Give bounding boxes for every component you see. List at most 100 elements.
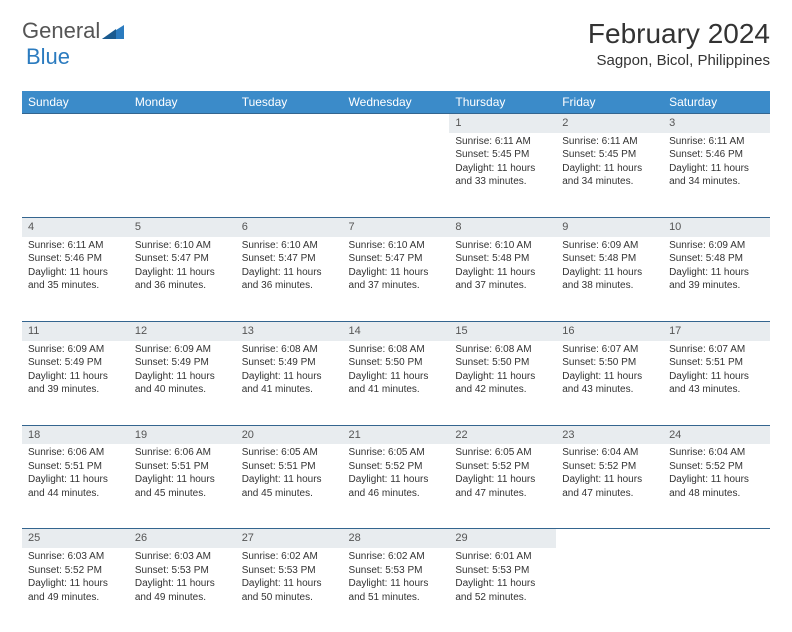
day-number: 22 xyxy=(449,425,556,445)
day-number: 25 xyxy=(22,528,129,548)
sunrise-line: Sunrise: 6:10 AM xyxy=(135,239,230,253)
daylight-line: Daylight: 11 hours and 51 minutes. xyxy=(349,577,444,604)
day-content-row: Sunrise: 6:06 AMSunset: 5:51 PMDaylight:… xyxy=(22,444,770,528)
day-number: 19 xyxy=(129,425,236,445)
day-content-row: Sunrise: 6:09 AM Sunset: 5:49 PM Daylight:… xyxy=(22,341,770,425)
sunset-line: Sunset: 5:48 PM xyxy=(669,252,764,266)
sunrise-line: Sunrise: 6:05 AM xyxy=(349,446,444,460)
day-content: Sunrise: 6:07 AMSunset: 5:50 PMDaylight:… xyxy=(556,341,663,401)
day-number: 12 xyxy=(129,321,236,341)
sunrise-line: Sunrise: 6:05 AM xyxy=(455,446,550,460)
sunrise-line: Sunrise: 6:02 AM xyxy=(349,550,444,564)
day-content: Sunrise: 6:09 AMSunset: 5:49 PMDaylight:… xyxy=(22,341,129,401)
day-number-empty xyxy=(663,528,770,548)
day-number: 8 xyxy=(449,217,556,237)
daylight-line: Daylight: 11 hours and 50 minutes. xyxy=(242,577,337,604)
day-cell: Sunrise: 6:03 AMSunset: 5:52 PMDaylight:… xyxy=(22,548,129,632)
day-cell: Sunrise: 6:06 AMSunset: 5:51 PMDaylight:… xyxy=(22,444,129,528)
day-cell: Sunrise: 6:02 AMSunset: 5:53 PMDaylight:… xyxy=(236,548,343,632)
day-content: Sunrise: 6:05 AMSunset: 5:51 PMDaylight:… xyxy=(236,444,343,504)
sunset-line: Sunset: 5:53 PM xyxy=(455,564,550,578)
sunset-line: Sunset: 5:52 PM xyxy=(28,564,123,578)
weekday-header-row: SundayMondayTuesdayWednesdayThursdayFrid… xyxy=(22,91,770,113)
day-cell: Sunrise: 6:08 AMSunset: 5:49 PMDaylight:… xyxy=(236,341,343,425)
day-number-empty xyxy=(236,113,343,133)
day-number: 11 xyxy=(22,321,129,341)
day-content: Sunrise: 6:08 AMSunset: 5:49 PMDaylight:… xyxy=(236,341,343,401)
day-content: Sunrise: 6:06 AMSunset: 5:51 PMDaylight:… xyxy=(129,444,236,504)
day-content: Sunrise: 6:06 AMSunset: 5:51 PMDaylight:… xyxy=(22,444,129,504)
day-number: 1 xyxy=(449,113,556,133)
weekday-header: Friday xyxy=(556,91,663,113)
sunrise-line: Sunrise: 6:09 AM xyxy=(135,343,230,357)
sunset-line: Sunset: 5:45 PM xyxy=(455,148,550,162)
sunset-line: Sunset: 5:49 PM xyxy=(28,356,123,370)
day-cell xyxy=(556,548,663,632)
sunrise-line: Sunrise: 6:08 AM xyxy=(242,343,337,357)
day-number: 26 xyxy=(129,528,236,548)
day-content: Sunrise: 6:02 AMSunset: 5:53 PMDaylight:… xyxy=(343,548,450,608)
day-cell: Sunrise: 6:01 AMSunset: 5:53 PMDaylight:… xyxy=(449,548,556,632)
day-cell: Sunrise: 6:04 AMSunset: 5:52 PMDaylight:… xyxy=(663,444,770,528)
calendar-body: 123Sunrise: 6:11 AMSunset: 5:45 PMDaylig… xyxy=(22,113,770,632)
sunrise-line: Sunrise: 6:07 AM xyxy=(669,343,764,357)
day-number: 20 xyxy=(236,425,343,445)
day-number: 27 xyxy=(236,528,343,548)
sunrise-line: Sunrise: 6:11 AM xyxy=(28,239,123,253)
daylight-line: Daylight: 11 hours and 47 minutes. xyxy=(455,473,550,500)
daylight-line: Daylight: 11 hours and 37 minutes. xyxy=(349,266,444,293)
day-content: Sunrise: 6:09 AMSunset: 5:49 PMDaylight:… xyxy=(129,341,236,401)
sunrise-line: Sunrise: 6:05 AM xyxy=(242,446,337,460)
day-cell: Sunrise: 6:02 AMSunset: 5:53 PMDaylight:… xyxy=(343,548,450,632)
daylight-line: Daylight: 11 hours and 39 minutes. xyxy=(669,266,764,293)
daylight-line: Daylight: 11 hours and 40 minutes. xyxy=(135,370,230,397)
day-number-empty xyxy=(556,528,663,548)
daylight-line: Daylight: 11 hours and 34 minutes. xyxy=(669,162,764,189)
day-number: 4 xyxy=(22,217,129,237)
day-content: Sunrise: 6:05 AMSunset: 5:52 PMDaylight:… xyxy=(343,444,450,504)
day-cell: Sunrise: 6:04 AMSunset: 5:52 PMDaylight:… xyxy=(556,444,663,528)
day-content-row: Sunrise: 6:03 AMSunset: 5:52 PMDaylight:… xyxy=(22,548,770,632)
day-cell xyxy=(22,133,129,217)
day-content: Sunrise: 6:10 AMSunset: 5:47 PMDaylight:… xyxy=(343,237,450,297)
daylight-line: Daylight: 11 hours and 45 minutes. xyxy=(242,473,337,500)
day-number: 28 xyxy=(343,528,450,548)
day-cell: Sunrise: 6:05 AMSunset: 5:52 PMDaylight:… xyxy=(449,444,556,528)
sunrise-line: Sunrise: 6:02 AM xyxy=(242,550,337,564)
day-number-row: 18192021222324 xyxy=(22,425,770,445)
day-cell: Sunrise: 6:11 AMSunset: 5:45 PMDaylight:… xyxy=(449,133,556,217)
sunrise-line: Sunrise: 6:09 AM xyxy=(562,239,657,253)
daylight-line: Daylight: 11 hours and 52 minutes. xyxy=(455,577,550,604)
day-content: Sunrise: 6:04 AMSunset: 5:52 PMDaylight:… xyxy=(663,444,770,504)
day-content: Sunrise: 6:08 AMSunset: 5:50 PMDaylight:… xyxy=(449,341,556,401)
daylight-line: Daylight: 11 hours and 48 minutes. xyxy=(669,473,764,500)
daylight-line: Daylight: 11 hours and 36 minutes. xyxy=(242,266,337,293)
sunset-line: Sunset: 5:53 PM xyxy=(242,564,337,578)
weekday-header: Thursday xyxy=(449,91,556,113)
sunrise-line: Sunrise: 6:04 AM xyxy=(562,446,657,460)
logo: General xyxy=(22,18,126,44)
day-cell: Sunrise: 6:11 AMSunset: 5:46 PMDaylight:… xyxy=(663,133,770,217)
sunset-line: Sunset: 5:47 PM xyxy=(349,252,444,266)
day-cell xyxy=(236,133,343,217)
sunrise-line: Sunrise: 6:06 AM xyxy=(28,446,123,460)
day-content: Sunrise: 6:08 AMSunset: 5:50 PMDaylight:… xyxy=(343,341,450,401)
day-cell: Sunrise: 6:07 AMSunset: 5:51 PMDaylight:… xyxy=(663,341,770,425)
sunset-line: Sunset: 5:50 PM xyxy=(562,356,657,370)
day-cell: Sunrise: 6:10 AMSunset: 5:48 PMDaylight:… xyxy=(449,237,556,321)
day-content: Sunrise: 6:11 AMSunset: 5:46 PMDaylight:… xyxy=(663,133,770,193)
sunset-line: Sunset: 5:53 PM xyxy=(349,564,444,578)
sunset-line: Sunset: 5:46 PM xyxy=(669,148,764,162)
sunset-line: Sunset: 5:51 PM xyxy=(242,460,337,474)
daylight-line: Daylight: 11 hours and 49 minutes. xyxy=(28,577,123,604)
day-cell xyxy=(343,133,450,217)
day-number: 7 xyxy=(343,217,450,237)
weekday-header: Monday xyxy=(129,91,236,113)
sunset-line: Sunset: 5:53 PM xyxy=(135,564,230,578)
day-cell xyxy=(129,133,236,217)
daylight-line: Daylight: 11 hours and 35 minutes. xyxy=(28,266,123,293)
day-content: Sunrise: 6:01 AMSunset: 5:53 PMDaylight:… xyxy=(449,548,556,608)
day-content: Sunrise: 6:03 AMSunset: 5:53 PMDaylight:… xyxy=(129,548,236,608)
day-cell: Sunrise: 6:10 AMSunset: 5:47 PMDaylight:… xyxy=(129,237,236,321)
weekday-header: Tuesday xyxy=(236,91,343,113)
